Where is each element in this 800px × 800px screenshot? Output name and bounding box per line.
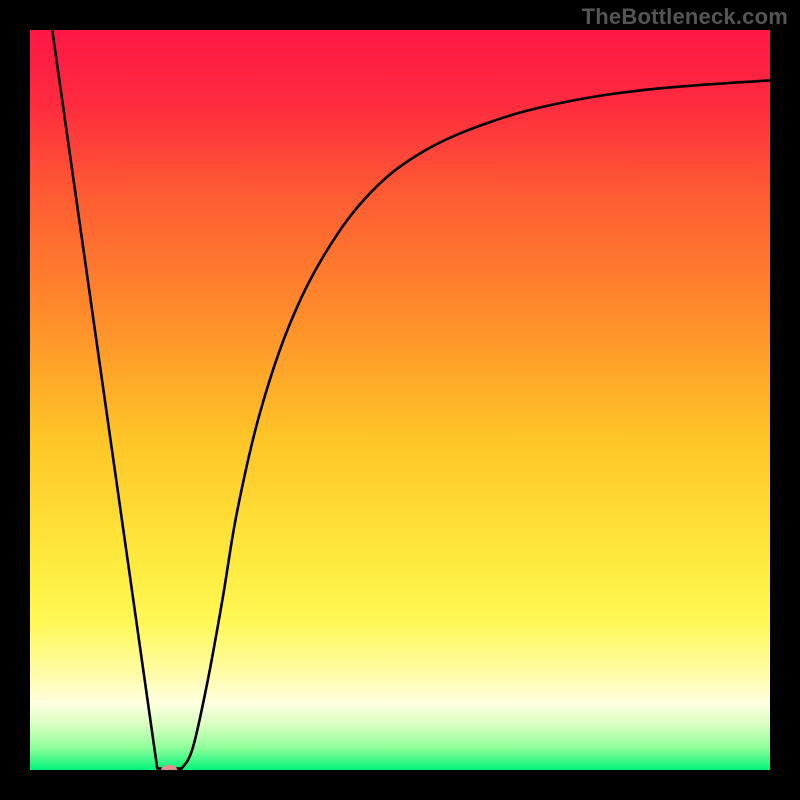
- watermark-label: TheBottleneck.com: [582, 4, 788, 30]
- chart-container: TheBottleneck.com: [0, 0, 800, 800]
- plot-area: [30, 30, 770, 770]
- bottleneck-chart-svg: [30, 30, 770, 770]
